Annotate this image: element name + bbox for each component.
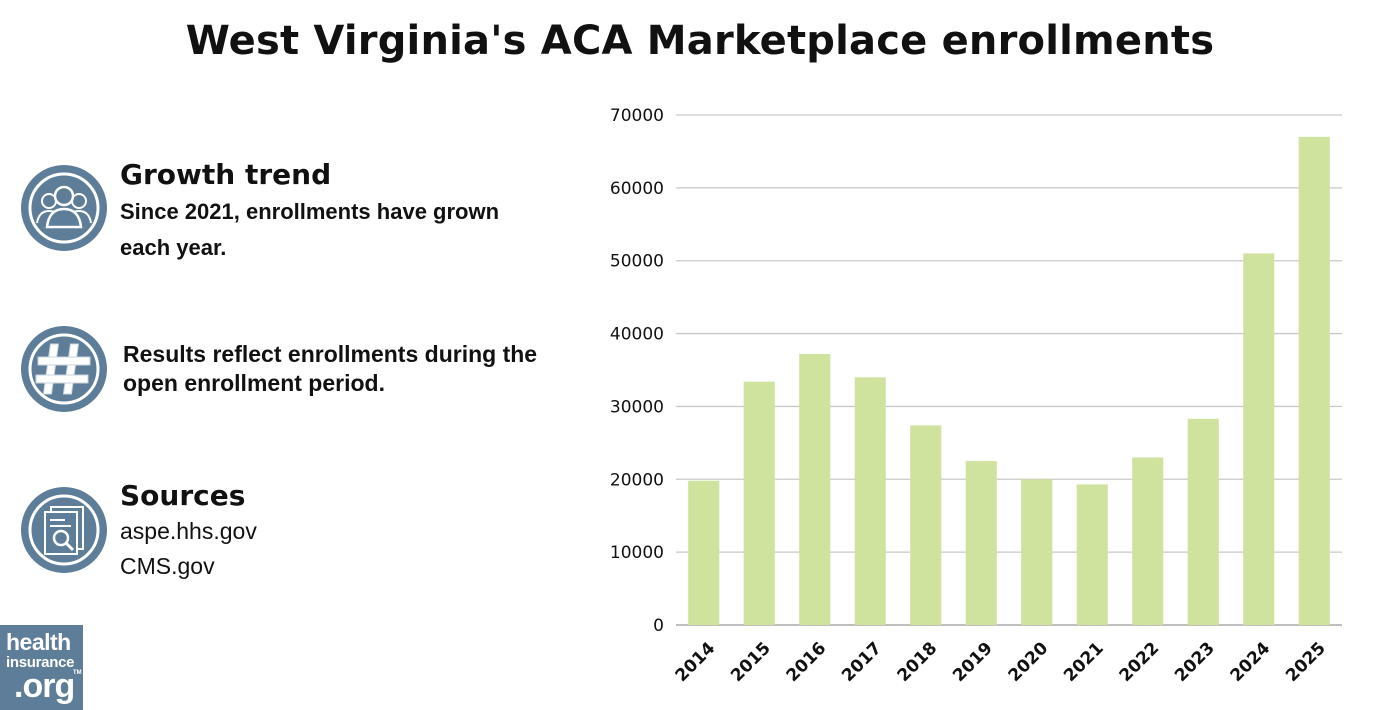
x-tick-label: 2023 [1171, 638, 1219, 686]
y-tick-label: 0 [653, 616, 664, 636]
x-tick-label: 2015 [727, 638, 775, 686]
y-tick-label: 10000 [610, 543, 664, 563]
healthinsurance-logo[interactable]: health insurance .org TM [0, 625, 83, 710]
x-tick-label: 2016 [783, 638, 831, 686]
bar-2022 [1132, 457, 1164, 625]
note-text-line2: open enrollment period. [123, 370, 385, 396]
hashtag-icon [21, 326, 107, 412]
x-tick-label: 2021 [1060, 638, 1108, 686]
sources-heading: Sources [120, 479, 246, 512]
y-tick-label: 50000 [610, 252, 664, 272]
bar-2021 [1076, 484, 1108, 625]
people-icon [21, 165, 107, 251]
y-tick-label: 70000 [610, 106, 664, 126]
x-tick-label: 2019 [949, 638, 997, 686]
source-link-aspe[interactable]: aspe.hhs.gov [120, 518, 257, 544]
bar-2015 [743, 381, 775, 625]
bar-2020 [1021, 479, 1053, 625]
bar-2024 [1243, 253, 1275, 625]
y-tick-label: 40000 [610, 325, 664, 345]
x-tick-label: 2020 [1005, 638, 1053, 686]
growth-text-line1: Since 2021, enrollments have grown [120, 199, 500, 224]
bar-2025 [1298, 136, 1330, 625]
bar-2017 [854, 377, 886, 625]
x-tick-label: 2025 [1282, 638, 1330, 686]
document-search-icon [21, 487, 107, 573]
x-tick-label: 2014 [672, 638, 720, 686]
enrollment-bar-chart: 0 10000 20000 30000 40000 50000 60000 70000 2014… [610, 106, 1342, 686]
x-tick-label: 2018 [894, 638, 942, 686]
note-text-line1: Results reflect enrollments during the [123, 341, 538, 367]
bar-2016 [799, 353, 831, 625]
bar-2014 [688, 480, 720, 625]
growth-text-line2: each year. [120, 235, 227, 260]
x-tick-label: 2022 [1116, 638, 1164, 686]
y-tick-label: 30000 [610, 397, 664, 417]
y-tick-label: 60000 [610, 179, 664, 199]
x-tick-label: 2017 [838, 638, 886, 686]
bar-2018 [910, 425, 942, 625]
bar-2023 [1187, 418, 1219, 625]
growth-heading: Growth trend [120, 158, 332, 191]
chart-title: West Virginia's ACA Marketplace enrollme… [185, 18, 1215, 64]
y-tick-label: 20000 [610, 470, 664, 490]
source-link-cms[interactable]: CMS.gov [120, 553, 215, 579]
bar-2019 [965, 461, 997, 625]
x-tick-label: 2024 [1227, 638, 1275, 686]
